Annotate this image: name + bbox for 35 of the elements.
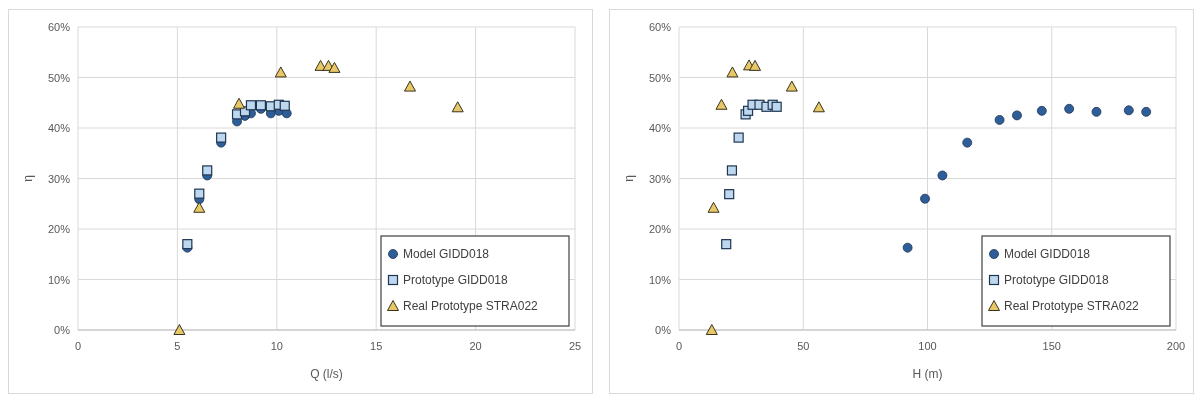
x-tick-label: 15 xyxy=(370,340,383,352)
y-tick-label: 50% xyxy=(648,71,672,84)
y-tick-label: 0% xyxy=(54,324,71,336)
y-tick-label: 0% xyxy=(655,324,672,336)
legend-label: Model GIDD018 xyxy=(403,247,490,261)
y-tick-label: 10% xyxy=(47,273,71,286)
x-tick-label: 5 xyxy=(174,340,181,352)
y-tick-label: 60% xyxy=(47,21,71,33)
y-axis-title: η xyxy=(21,175,35,182)
y-tick-label: 30% xyxy=(648,172,672,185)
x-tick-label: 150 xyxy=(1042,340,1061,352)
y-tick-label: 40% xyxy=(47,122,71,134)
y-tick-label: 40% xyxy=(648,122,672,134)
legend-label: Real Prototype STRA022 xyxy=(403,299,539,313)
legend-label: Prototype GIDD018 xyxy=(403,273,509,287)
x-tick-label: 0 xyxy=(74,340,82,352)
y-tick-label: 60% xyxy=(648,21,672,33)
y-tick-label: 10% xyxy=(648,273,672,286)
y-tick-label: 50% xyxy=(47,71,71,84)
x-tick-label: 20 xyxy=(469,340,482,352)
x-tick-label: 100 xyxy=(918,340,937,352)
x-tick-label: 10 xyxy=(270,340,283,352)
x-axis-title: Q (l/s) xyxy=(310,367,343,381)
y-tick-label: 20% xyxy=(648,223,672,235)
legend-label: Real Prototype STRA022 xyxy=(1004,299,1140,313)
y-tick-label: 30% xyxy=(47,172,71,185)
legend-label: Prototype GIDD018 xyxy=(1004,273,1110,287)
y-axis-title: η xyxy=(622,175,636,182)
y-tick-label: 20% xyxy=(47,223,71,235)
x-tick-label: 200 xyxy=(1166,340,1186,352)
x-tick-label: 25 xyxy=(568,340,582,352)
x-tick-label: 0 xyxy=(675,340,683,352)
x-tick-label: 50 xyxy=(797,340,810,352)
legend-label: Model GIDD018 xyxy=(1004,247,1091,261)
x-axis-title: H (m) xyxy=(912,367,943,381)
